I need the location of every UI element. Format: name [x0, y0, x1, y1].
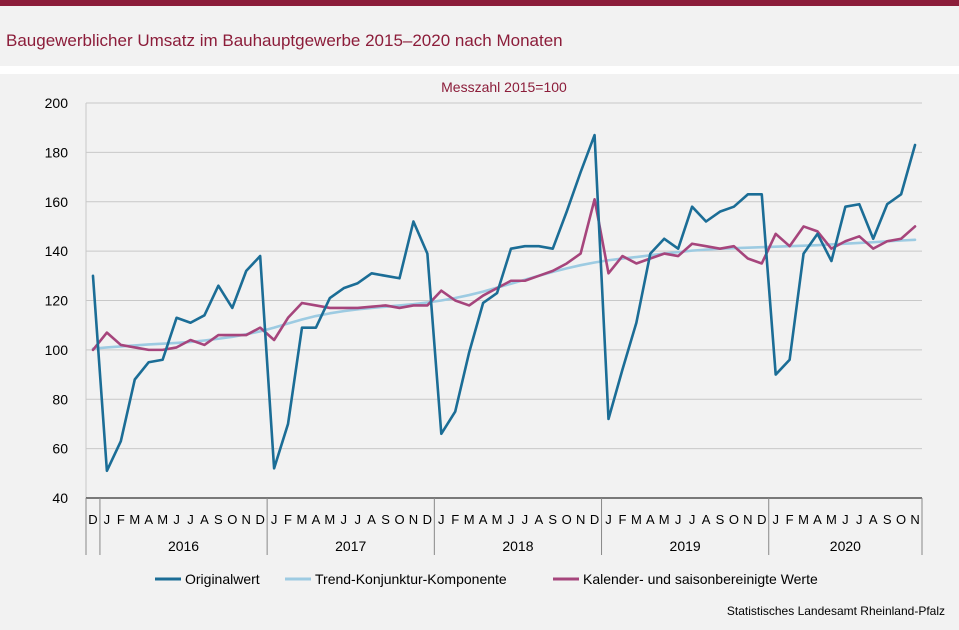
x-tick-label: O [896, 512, 906, 527]
x-tick-label: J [508, 512, 515, 527]
x-tick-label: N [910, 512, 919, 527]
x-tick-label: D [255, 512, 264, 527]
x-tick-label: F [786, 512, 794, 527]
x-tick-label: M [129, 512, 140, 527]
x-tick-label: M [297, 512, 308, 527]
series-lines [91, 133, 917, 473]
x-tick-label: M [659, 512, 670, 527]
x-tick-label: A [144, 512, 153, 527]
x-tick-label: M [157, 512, 168, 527]
x-tick-label: D [590, 512, 599, 527]
y-tick-label: 140 [45, 243, 69, 259]
x-tick-label: N [743, 512, 752, 527]
x-tick-label: M [798, 512, 809, 527]
x-tick-label: J [522, 512, 529, 527]
x-year-label: 2017 [335, 538, 366, 554]
x-year-label: 2016 [168, 538, 199, 554]
legend-label: Trend-Konjunktur-Komponente [315, 571, 507, 587]
x-tick-label: J [438, 512, 445, 527]
x-tick-label: J [104, 512, 111, 527]
x-tick-label: S [548, 512, 557, 527]
x-tick-label: J [354, 512, 361, 527]
x-tick-label: N [409, 512, 418, 527]
x-tick-label: S [716, 512, 725, 527]
x-tick-label: S [883, 512, 892, 527]
y-tick-label: 120 [45, 293, 69, 309]
x-tick-label: A [200, 512, 209, 527]
x-tick-label: J [341, 512, 348, 527]
header: Baugewerblicher Umsatz im Bauhauptgewerb… [0, 6, 959, 66]
gridlines [85, 102, 922, 499]
x-tick-label: J [187, 512, 194, 527]
x-tick-label: F [284, 512, 292, 527]
y-tick-label: 60 [52, 441, 68, 457]
chart-subtitle: Messzahl 2015=100 [441, 79, 567, 95]
top-accent-bar [0, 0, 959, 6]
x-tick-label: M [324, 512, 335, 527]
x-tick-label: A [534, 512, 543, 527]
x-tick-label: O [729, 512, 739, 527]
x-tick-label: M [492, 512, 503, 527]
x-tick-label: O [394, 512, 404, 527]
legend-label: Kalender- und saisonbereinigte Werte [583, 571, 818, 587]
x-tick-label: M [631, 512, 642, 527]
x-tick-label: A [869, 512, 878, 527]
x-year-label: 2018 [502, 538, 533, 554]
x-tick-label: J [856, 512, 863, 527]
x-tick-label: M [826, 512, 837, 527]
x-tick-label: D [88, 512, 97, 527]
y-tick-label: 40 [52, 490, 68, 506]
x-tick-label: M [464, 512, 475, 527]
x-tick-label: A [479, 512, 488, 527]
x-tick-label: F [117, 512, 125, 527]
x-year-label: 2020 [830, 538, 861, 554]
legend: Originalwert Trend-Konjunktur-Komponente K… [155, 571, 818, 587]
y-axis-ticks: 40 60 80 100 120 140 160 180 200 [45, 95, 69, 506]
legend-label: Originalwert [185, 571, 260, 587]
x-tick-label: A [367, 512, 376, 527]
y-tick-label: 200 [45, 95, 69, 111]
chart-title: Baugewerblicher Umsatz im Bauhauptgewerb… [6, 31, 563, 50]
x-tick-label: S [214, 512, 223, 527]
series-line-3 [91, 197, 917, 352]
y-tick-label: 80 [52, 391, 68, 407]
x-tick-label: A [813, 512, 822, 527]
x-tick-label: J [173, 512, 180, 527]
x-tick-label: A [646, 512, 655, 527]
y-tick-label: 100 [45, 342, 69, 358]
chart-panel [0, 74, 959, 630]
y-tick-label: 180 [45, 144, 69, 160]
x-tick-label: N [242, 512, 251, 527]
x-tick-label: J [605, 512, 612, 527]
series-line-1 [91, 133, 917, 473]
y-tick-label: 160 [45, 194, 69, 210]
x-tick-label: D [423, 512, 432, 527]
x-tick-label: J [772, 512, 779, 527]
x-tick-label: F [451, 512, 459, 527]
x-tick-label: J [675, 512, 682, 527]
x-tick-label: J [689, 512, 696, 527]
source-note: Statistisches Landesamt Rheinland-Pfalz [726, 604, 945, 618]
x-tick-label: O [562, 512, 572, 527]
x-tick-label: N [576, 512, 585, 527]
x-tick-label: S [381, 512, 390, 527]
x-tick-label: A [312, 512, 321, 527]
x-tick-label: F [618, 512, 626, 527]
x-tick-label: D [757, 512, 766, 527]
x-tick-label: O [227, 512, 237, 527]
x-tick-label: J [271, 512, 278, 527]
x-tick-label: J [842, 512, 849, 527]
x-tick-label: A [702, 512, 711, 527]
x-year-label: 2019 [670, 538, 701, 554]
series-line-2 [91, 238, 917, 350]
